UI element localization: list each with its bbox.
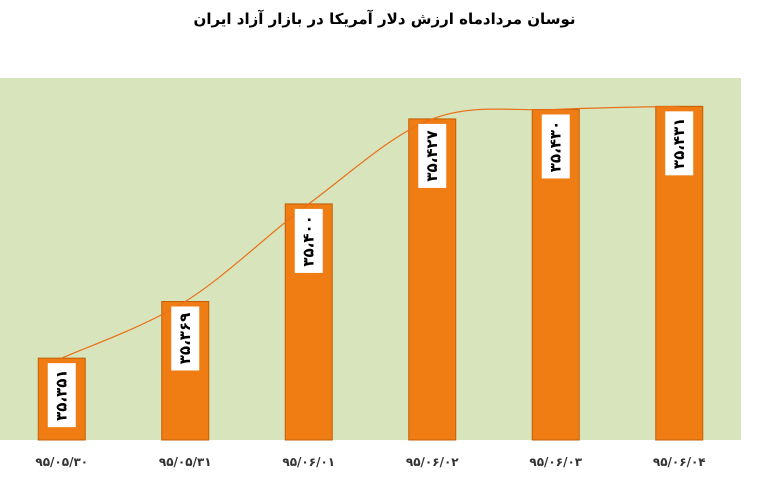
x-axis: ۹۵/۰۵/۳۰ ۹۵/۰۵/۳۱ ۹۵/۰۶/۰۱ ۹۵/۰۶/۰۲ ۹۵/۰۶/۰۳… [35, 455, 705, 469]
data-label-box [665, 111, 694, 176]
plot-area [0, 78, 741, 440]
x-tick-label: ۹۵/۰۶/۰۲ [406, 455, 459, 469]
data-label-box [418, 123, 447, 188]
x-tick-label: ۹۵/۰۵/۳۰ [35, 455, 88, 469]
x-tick-label: ۹۵/۰۶/۰۴ [653, 455, 706, 469]
chart-title: نوسان مردادماه ارزش دلار آمریکا در بازار… [193, 10, 576, 28]
data-label-box [47, 363, 76, 428]
x-tick-label: ۹۵/۰۶/۰۱ [282, 455, 335, 469]
data-label-box [541, 114, 570, 179]
data-label: ۳۵،۴۳۰ [547, 121, 565, 172]
data-label-box [171, 306, 200, 371]
data-label-box [294, 208, 323, 273]
data-label: ۳۵،۴۰۰ [300, 215, 318, 266]
x-tick-label: ۹۵/۰۶/۰۳ [529, 455, 582, 469]
data-label: ۳۵،۴۲۷ [423, 130, 441, 181]
x-tick-label: ۹۵/۰۵/۳۱ [159, 455, 212, 469]
data-label: ۳۵،۳۵۱ [53, 369, 71, 420]
labels-layer: ۳۵،۳۵۱ ۳۵،۳۶۹ ۳۵،۴۰۰ ۳۵،۴۲۷ ۳۵،۴۳۰ ۳۵،۴۳۱ [47, 111, 694, 428]
data-label: ۳۵،۳۶۹ [176, 313, 194, 364]
data-label: ۳۵،۴۳۱ [670, 118, 688, 169]
